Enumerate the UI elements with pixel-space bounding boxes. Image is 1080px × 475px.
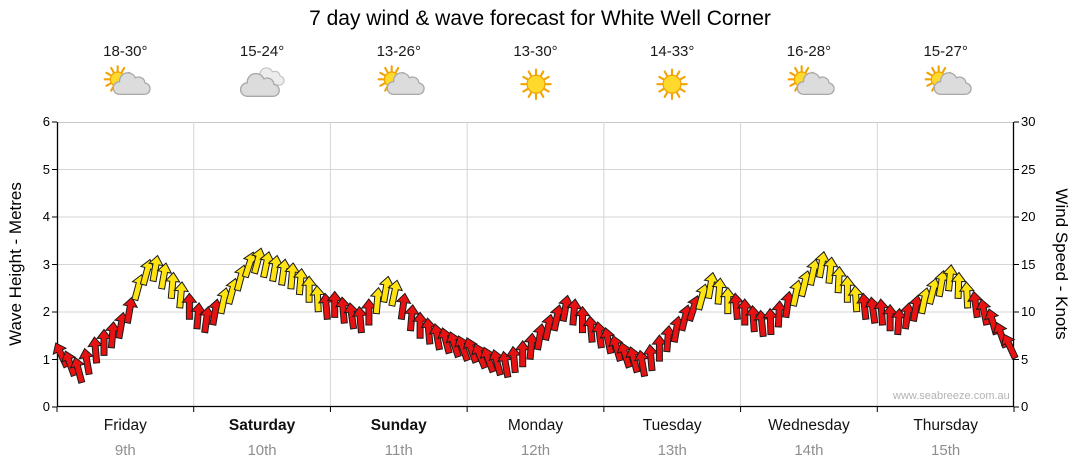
wind-arrow xyxy=(164,271,181,300)
right-axis-label: Wind Speed - Knots xyxy=(1052,188,1071,340)
right-axis-tick-30: 30 xyxy=(1021,114,1036,129)
left-axis-tick-5: 5 xyxy=(42,161,50,177)
right-axis-tick-25: 25 xyxy=(1021,161,1036,177)
temperature-wednesday: 16-28° xyxy=(786,43,832,60)
temperature-monday: 13-30° xyxy=(513,43,558,60)
wind-arrow xyxy=(156,262,173,290)
day-label-wednesday: Wednesday xyxy=(768,417,850,434)
left-axis-tick-3: 3 xyxy=(42,256,50,272)
wind-arrow xyxy=(78,347,95,376)
wind-arrow xyxy=(173,281,190,309)
wind-arrow xyxy=(52,342,71,369)
wind-arrow xyxy=(69,356,86,384)
right-axis-tick-5: 5 xyxy=(1021,351,1029,367)
wind-arrow xyxy=(839,275,856,303)
wind-arrow xyxy=(309,284,326,313)
left-axis-tick-1: 1 xyxy=(42,351,50,367)
date-label-sunday: 11th xyxy=(384,442,413,459)
left-axis-tick-4: 4 xyxy=(42,209,50,224)
wind-arrow xyxy=(711,277,728,305)
day-label-thursday: Thursday xyxy=(913,417,978,434)
day-label-friday: Friday xyxy=(103,417,147,434)
wind-arrow xyxy=(395,292,412,321)
wind-arrow xyxy=(148,254,164,283)
right-axis-tick-15: 15 xyxy=(1021,256,1036,272)
day-label-sunday: Sunday xyxy=(370,417,427,434)
temperature-thursday: 15-27° xyxy=(923,43,968,60)
wind-arrow xyxy=(822,256,839,284)
partly-cloudy-icon xyxy=(373,64,425,106)
wind-arrow xyxy=(61,350,78,378)
right-axis-tick-0: 0 xyxy=(1021,399,1029,414)
wind-arrow xyxy=(181,292,198,320)
left-axis-tick-2: 2 xyxy=(42,304,50,319)
date-label-wednesday: 14th xyxy=(794,442,824,459)
date-label-thursday: 15th xyxy=(931,442,961,459)
partly-cloudy-icon xyxy=(783,64,835,106)
sunny-icon xyxy=(646,64,698,106)
wind-arrow xyxy=(301,275,318,303)
left-axis-tick-6: 6 xyxy=(42,114,50,129)
wind-arrow xyxy=(1000,333,1019,360)
right-axis-tick-10: 10 xyxy=(1021,304,1036,319)
chart-title: 7 day wind & wave forecast for White Wel… xyxy=(309,7,771,30)
sunny-icon xyxy=(510,64,562,106)
wind-arrow xyxy=(830,265,847,294)
wind-arrow xyxy=(387,279,404,307)
wind-arrow xyxy=(122,296,139,325)
right-axis-tick-20: 20 xyxy=(1021,209,1036,224)
date-label-saturday: 10th xyxy=(247,442,277,459)
temperature-sunday: 13-26° xyxy=(376,43,421,60)
wind-forecast-plot xyxy=(52,121,1019,412)
temperature-friday: 18-30° xyxy=(103,43,148,60)
date-label-tuesday: 13th xyxy=(657,442,687,459)
date-label-friday: 9th xyxy=(114,442,136,459)
wind-arrow xyxy=(574,305,591,334)
day-label-saturday: Saturday xyxy=(228,417,296,434)
day-label-tuesday: Tuesday xyxy=(642,417,702,434)
date-label-monday: 12th xyxy=(520,442,551,459)
left-axis-label: Wave Height - Metres xyxy=(6,182,25,346)
cloudy-icon xyxy=(236,64,288,106)
left-axis-tick-0: 0 xyxy=(42,399,50,414)
temperature-tuesday: 14-33° xyxy=(650,43,695,60)
wind-arrow xyxy=(950,271,967,300)
wind-arrow xyxy=(847,284,864,313)
partly-cloudy-icon xyxy=(920,64,972,106)
partly-cloudy-icon xyxy=(99,64,152,106)
temperature-saturday: 15-24° xyxy=(239,43,285,60)
day-label-monday: Monday xyxy=(507,417,564,434)
watermark: www.seabreeze.com.au xyxy=(893,390,1010,402)
